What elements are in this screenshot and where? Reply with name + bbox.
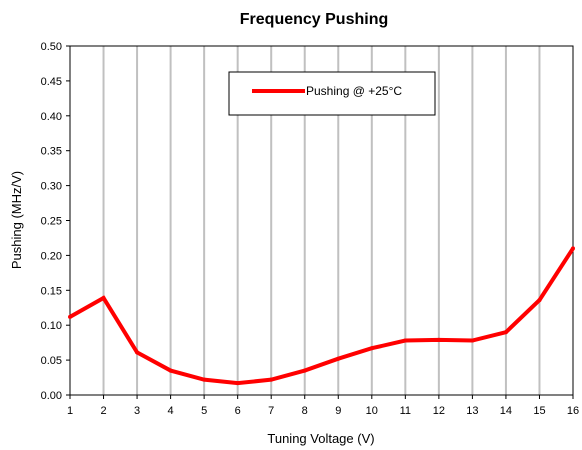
y-tick-label: 0.45 xyxy=(41,76,62,88)
data-point xyxy=(470,338,475,343)
x-tick-label: 15 xyxy=(533,405,545,417)
data-point xyxy=(369,346,374,351)
y-tick-label: 0.25 xyxy=(41,216,62,228)
data-point xyxy=(235,381,240,386)
x-tick-label: 16 xyxy=(567,405,579,417)
y-tick-label: 0.35 xyxy=(41,146,62,158)
y-tick-label: 0.05 xyxy=(41,355,62,367)
x-tick-label: 9 xyxy=(335,405,341,417)
y-axis-label: Pushing (MHz/V) xyxy=(9,171,24,269)
x-tick-label: 14 xyxy=(500,405,512,417)
x-tick-label: 12 xyxy=(433,405,445,417)
series-layer xyxy=(68,246,575,386)
y-tick-label: 0.40 xyxy=(41,111,62,123)
x-tick-label: 10 xyxy=(366,405,378,417)
data-point xyxy=(571,246,575,251)
chart-title: Frequency Pushing xyxy=(240,11,388,28)
data-point xyxy=(101,295,106,300)
x-tick-label: 13 xyxy=(466,405,478,417)
data-point xyxy=(302,368,307,373)
y-tick-label: 0.10 xyxy=(41,320,62,332)
data-point xyxy=(537,298,542,303)
axis-ticks: 1 2 3 4 5 6 7 8 9 10 11 12 13 14 15 160.000.050.100.150… xyxy=(41,41,580,417)
x-tick-label: 3 xyxy=(134,405,140,417)
x-tick-label: 1 xyxy=(67,405,73,417)
y-tick-label: 0.50 xyxy=(41,41,62,53)
data-point xyxy=(269,377,274,382)
data-point xyxy=(403,338,408,343)
x-tick-label: 8 xyxy=(302,405,308,417)
y-tick-label: 0.00 xyxy=(41,390,62,402)
y-tick-label: 0.15 xyxy=(41,285,62,297)
legend-label: Pushing @ +25°C xyxy=(306,84,402,98)
y-tick-label: 0.30 xyxy=(41,181,62,193)
x-tick-label: 5 xyxy=(201,405,207,417)
x-tick-label: 6 xyxy=(235,405,241,417)
x-axis-label: Tuning Voltage (V) xyxy=(267,431,374,446)
data-point xyxy=(68,314,72,319)
x-tick-label: 7 xyxy=(268,405,274,417)
data-point xyxy=(503,330,508,335)
x-tick-label: 11 xyxy=(400,405,411,417)
x-tick-label: 2 xyxy=(100,405,106,417)
data-point xyxy=(202,377,207,382)
data-point xyxy=(168,368,173,373)
legend-box xyxy=(228,71,436,116)
data-point xyxy=(336,356,341,361)
data-point xyxy=(135,350,140,355)
legend: Pushing @ +25°C xyxy=(228,71,436,116)
y-tick-label: 0.20 xyxy=(41,250,62,262)
series-line xyxy=(69,247,575,386)
data-point xyxy=(436,337,441,342)
x-tick-label: 4 xyxy=(168,405,174,417)
